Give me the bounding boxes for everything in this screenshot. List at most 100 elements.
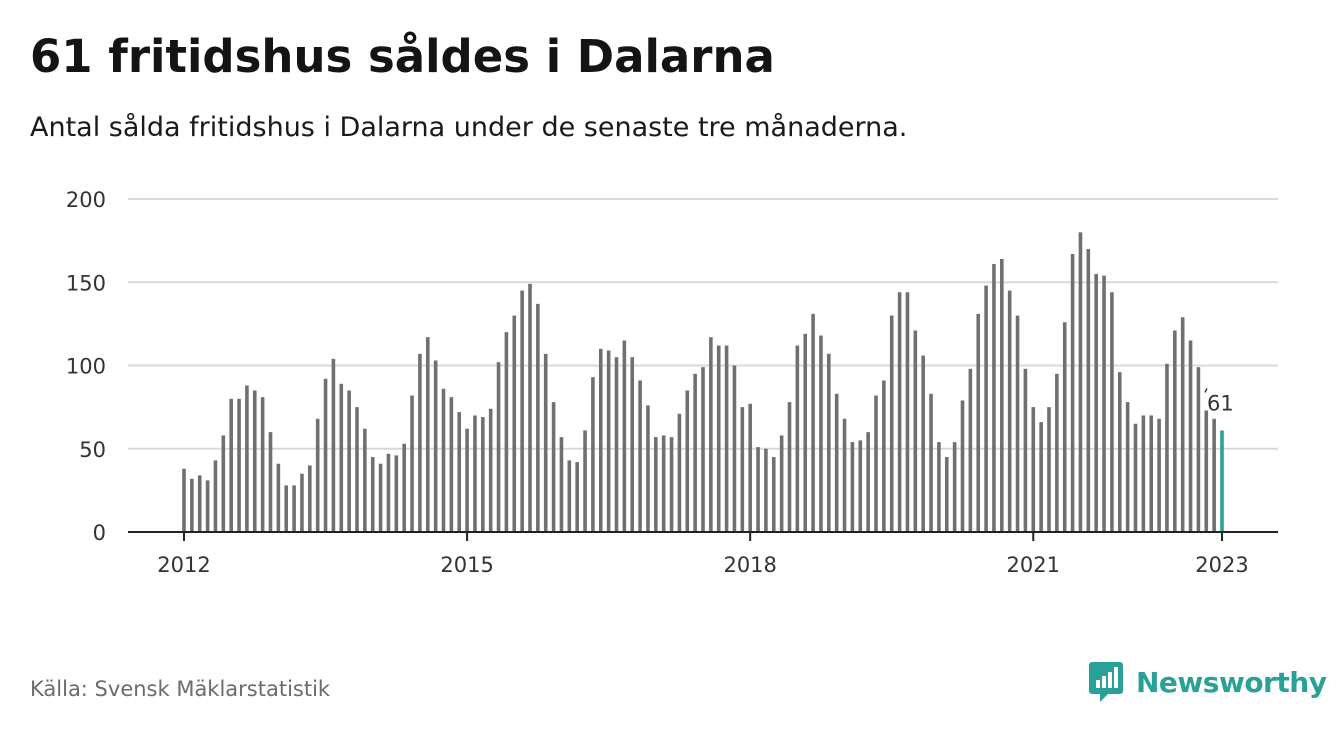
y-axis-labels: 0 50 100 150 200 [66,188,106,545]
bar [339,383,344,532]
brand-logo[interactable]: Newsworthy [1088,660,1327,704]
bar [827,353,831,532]
x-tick-label: 2023 [1195,553,1248,577]
bar [630,357,635,532]
bar [811,313,815,532]
bar [543,353,548,532]
bar [1062,322,1067,532]
bar [685,390,690,532]
bar [732,365,737,532]
bar [252,390,257,532]
bar [190,478,194,532]
bar [882,380,886,532]
bar [1149,415,1154,532]
bar [205,480,210,532]
newsworthy-logo-icon [1089,662,1123,702]
y-tick-label: 150 [66,271,106,295]
bar [473,415,477,532]
bar [1204,410,1209,532]
bar [1212,418,1216,532]
bar [465,428,469,532]
bar [756,447,760,532]
bar [1047,407,1051,532]
bar [323,378,328,532]
bar [701,367,705,532]
bar [410,395,414,532]
bar [197,475,202,532]
bar [598,348,603,532]
bar [677,413,682,532]
bar [889,315,894,532]
bar [771,457,776,532]
brand-name: Newsworthy [1136,665,1327,699]
bar [1173,330,1177,532]
bar [724,345,729,532]
y-tick-label: 50 [79,438,106,462]
bar [1157,418,1161,532]
bar [1055,373,1059,532]
bar [1165,363,1169,532]
bar [1110,292,1114,532]
bar [748,403,752,532]
bar [182,468,186,532]
bar [1086,248,1091,532]
annotation-leader [1204,388,1208,393]
bar [803,333,808,532]
highlight-label: 61 [1207,391,1234,415]
bars [182,232,1224,533]
bar [1102,275,1106,532]
bar [622,340,627,532]
bar [229,398,233,532]
bar [457,412,462,532]
bar [897,292,902,532]
bar [567,460,572,532]
bar [842,418,847,532]
bar [488,408,493,532]
bar [260,397,265,532]
bar [764,448,768,532]
bar [402,443,406,532]
bar [1031,407,1036,532]
bar [528,283,532,532]
bar [905,292,910,532]
bar [646,405,650,532]
bar [496,362,501,532]
bar [779,435,784,532]
bar [866,432,870,532]
chart-subtitle: Antal sålda fritidshus i Dalarna under d… [30,112,908,143]
bar [378,463,383,532]
bar [1039,422,1043,532]
bar [661,435,666,532]
bar [638,380,642,532]
x-tick-label: 2012 [157,553,210,577]
bar [512,315,517,532]
bar [504,332,509,532]
bar [245,385,249,532]
bar [213,460,218,532]
bar [1023,368,1028,532]
bar [292,485,296,532]
bar [1125,402,1130,532]
y-tick-label: 100 [66,355,106,379]
bar [575,462,579,532]
bar [441,388,446,532]
bar [984,285,988,532]
x-axis-labels: 2012 2015 2018 2021 2023 [157,532,1249,577]
bar [716,345,721,532]
bar [536,303,540,532]
bar [1070,253,1075,532]
y-tick-label: 0 [93,521,106,545]
bar [1133,423,1138,532]
bar [740,407,745,532]
bar [819,335,823,532]
x-tick-label: 2018 [723,553,776,577]
bar [968,368,973,532]
bar [433,360,438,532]
bar [1188,340,1193,532]
bar [874,395,878,532]
bar [834,393,839,532]
bar [268,432,273,532]
bar [1196,367,1201,532]
bar [520,290,524,532]
bar [614,357,619,532]
